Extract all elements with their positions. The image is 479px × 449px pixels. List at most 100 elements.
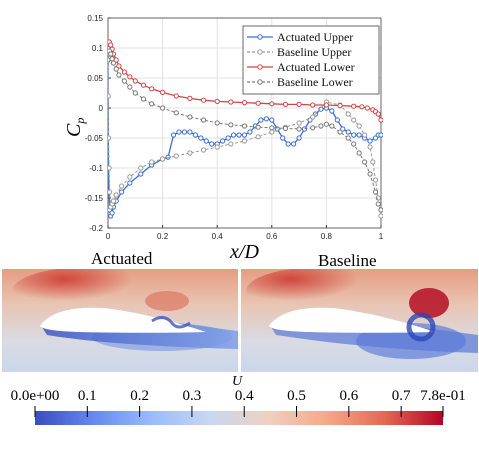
point-baseline-lower <box>109 56 115 62</box>
point-actuated-upper <box>119 189 125 195</box>
colorbar-tick-label: 0.3 <box>183 388 202 404</box>
legend-label-actuated-lower: Actuated Lower <box>277 60 355 74</box>
point-baseline-upper <box>378 213 383 219</box>
point-actuated-upper <box>285 141 291 147</box>
point-baseline-upper <box>241 138 248 144</box>
point-baseline-lower <box>255 124 261 130</box>
point-actuated-upper <box>356 132 362 138</box>
point-actuated-lower <box>228 99 234 105</box>
colorbar-tick-label: 0.1 <box>78 388 97 404</box>
point-baseline-lower <box>121 78 127 84</box>
point-actuated-lower <box>127 74 133 80</box>
point-actuated-upper <box>258 117 264 123</box>
x-axis-title: x/D <box>229 241 259 263</box>
point-actuated-upper <box>378 132 383 138</box>
x-tick-label: 0.2 <box>157 232 169 241</box>
series-group <box>108 39 383 219</box>
y-tick-label: -0.2 <box>89 224 103 233</box>
point-baseline-upper <box>367 144 373 150</box>
point-actuated-upper <box>187 129 193 135</box>
point-baseline-upper <box>370 159 376 165</box>
x-tick-label: 0.6 <box>266 232 278 241</box>
y-tick-label: -0.05 <box>85 134 104 143</box>
y-tick-label: 0 <box>99 104 104 113</box>
point-actuated-upper <box>203 138 209 144</box>
point-baseline-lower <box>160 105 166 111</box>
point-actuated-lower <box>160 89 166 96</box>
point-actuated-upper <box>263 116 269 122</box>
point-baseline-upper <box>296 120 302 126</box>
point-actuated-upper <box>345 129 351 135</box>
point-actuated-lower <box>108 42 114 48</box>
y-axis-title: Cp <box>63 118 87 137</box>
point-baseline-lower <box>113 66 119 72</box>
point-baseline-lower <box>108 57 111 63</box>
point-actuated-upper <box>181 129 188 135</box>
point-baseline-lower <box>149 101 155 107</box>
point-actuated-upper <box>367 138 373 144</box>
legend-label-actuated-upper: Actuated Upper <box>277 30 353 44</box>
legend-label-baseline-upper: Baseline Upper <box>277 45 351 59</box>
point-baseline-upper <box>127 174 133 180</box>
x-tick-label: 0 <box>106 232 111 241</box>
y-tick-label: 0.15 <box>87 14 103 23</box>
y-tick-label: 0.1 <box>92 44 104 53</box>
x-tick-label: 1 <box>379 232 384 241</box>
point-actuated-upper <box>165 154 171 160</box>
point-baseline-lower <box>187 114 193 120</box>
point-actuated-lower <box>296 101 302 108</box>
point-baseline-lower <box>282 125 289 131</box>
point-baseline-lower <box>337 129 343 135</box>
point-actuated-upper <box>230 132 237 138</box>
point-baseline-upper <box>310 114 316 120</box>
baseline-flow-field <box>241 269 478 372</box>
colorbar-tick-label: 0.6 <box>339 388 358 404</box>
point-actuated-upper <box>109 210 115 216</box>
point-actuated-upper <box>329 108 335 114</box>
point-baseline-upper <box>255 134 261 140</box>
series-line-actuated-lower <box>108 40 382 121</box>
y-tick-label: -0.15 <box>85 194 104 203</box>
colorbar-tick-label: 0.5 <box>287 388 306 404</box>
point-baseline-upper <box>160 156 166 162</box>
point-baseline-upper <box>214 144 220 150</box>
actuated-panel-title: Actuated <box>91 249 153 268</box>
point-actuated-upper <box>176 129 182 135</box>
point-actuated-upper <box>170 132 177 138</box>
point-actuated-lower <box>200 97 207 103</box>
point-actuated-upper <box>280 135 286 141</box>
legend-marker-actuated-lower <box>257 64 263 70</box>
point-actuated-lower <box>173 93 179 99</box>
point-baseline-lower <box>269 125 275 131</box>
point-baseline-lower <box>228 122 234 128</box>
point-baseline-lower <box>214 120 220 126</box>
y-tick-label: -0.1 <box>89 164 103 173</box>
point-baseline-lower <box>173 110 179 116</box>
point-baseline-lower <box>375 201 381 207</box>
point-baseline-upper <box>173 153 179 159</box>
point-actuated-lower <box>359 104 365 110</box>
point-baseline-lower <box>310 125 316 131</box>
point-actuated-lower <box>255 100 261 106</box>
point-baseline-lower <box>372 189 379 195</box>
point-actuated-upper <box>138 171 144 177</box>
cp-chart: 0 0.2 0.4 0.6 0.8 1 -0.2 -0.15 -0.1 -0.05 0 0.05 0.1… <box>63 14 384 263</box>
colorbar-gradient <box>35 411 443 425</box>
point-actuated-lower <box>269 101 275 107</box>
baseline-panel-title: Baseline <box>318 251 377 270</box>
point-baseline-lower <box>329 123 335 129</box>
point-actuated-lower <box>337 103 343 109</box>
point-baseline-lower <box>127 84 133 90</box>
point-baseline-lower <box>241 123 248 129</box>
point-actuated-upper <box>351 132 357 138</box>
point-baseline-upper <box>269 129 275 135</box>
point-baseline-lower <box>140 96 147 102</box>
legend-marker-actuated-upper <box>257 34 263 40</box>
point-actuated-upper <box>225 135 231 141</box>
point-baseline-upper <box>119 183 125 189</box>
point-baseline-upper <box>356 123 362 129</box>
colorbar: 0.0e+00 0.1 0.2 0.3 0.4 0.5 0.6 0.7 7.8e-01 <box>11 388 466 425</box>
point-baseline-upper <box>108 135 112 141</box>
point-actuated-lower <box>282 101 289 108</box>
